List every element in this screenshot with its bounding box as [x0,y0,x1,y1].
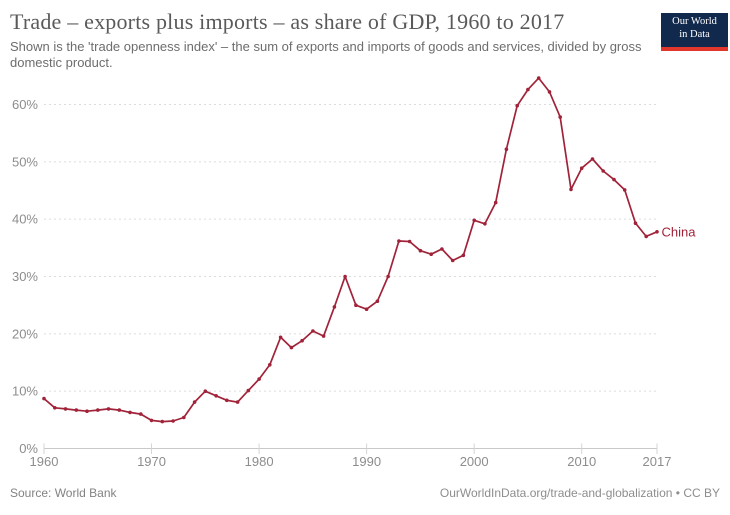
data-point-marker[interactable] [192,400,197,404]
y-tick-label: 30% [12,269,38,284]
data-point-marker[interactable] [429,252,434,256]
y-tick-label: 50% [12,154,38,169]
logo-line-2: in Data [679,28,710,40]
x-tick-label: 2000 [460,454,489,469]
y-tick-label: 0% [19,441,38,456]
data-point-marker[interactable] [612,177,616,182]
data-point-marker[interactable] [300,338,304,343]
data-point-marker[interactable] [364,307,369,312]
data-point-marker[interactable] [569,187,573,192]
data-point-marker[interactable] [160,419,165,424]
data-point-marker[interactable] [311,329,315,333]
owid-logo[interactable]: Our World in Data [661,13,728,51]
data-point-marker[interactable] [386,274,390,279]
data-point-marker[interactable] [85,409,89,414]
x-tick-label: 1970 [137,454,166,469]
data-point-marker[interactable] [246,388,251,393]
data-point-marker[interactable] [633,221,638,225]
data-point-marker[interactable] [644,234,648,239]
data-point-marker[interactable] [257,377,261,381]
data-point-marker[interactable] [139,412,143,416]
data-point-marker[interactable] [214,394,218,398]
chart-subtitle: Shown is the 'trade openness index' – th… [10,39,642,70]
data-point-marker[interactable] [96,408,100,412]
data-point-marker[interactable] [42,396,46,401]
data-point-marker[interactable] [558,115,562,119]
data-point-marker[interactable] [526,87,530,92]
data-point-marker[interactable] [440,247,444,251]
data-point-marker[interactable] [622,188,627,192]
series-line[interactable] [43,77,658,423]
data-point-marker[interactable] [63,407,68,411]
data-point-marker[interactable] [461,253,466,258]
logo-line-1: Our World [672,16,717,27]
data-point-marker[interactable] [171,419,175,423]
data-point-marker[interactable] [182,415,186,420]
y-tick-label: 60% [12,97,38,112]
source-note: Source: World Bank [10,486,117,500]
data-point-marker[interactable] [332,305,337,309]
data-point-marker[interactable] [74,408,79,412]
data-point-marker[interactable] [397,239,401,243]
data-point-marker[interactable] [225,398,229,403]
data-point-marker[interactable] [590,157,595,161]
data-point-marker[interactable] [149,418,154,423]
data-point-marker[interactable] [655,230,659,234]
data-point-marker[interactable] [375,299,380,304]
data-point-marker[interactable] [321,334,326,338]
data-point-marker[interactable] [128,410,132,415]
x-tick-label: 2017 [643,454,672,469]
attribution-note: OurWorldInData.org/trade-and-globalizati… [439,486,720,500]
series-china[interactable]: China [42,76,697,424]
gridlines [44,104,657,449]
data-point-marker[interactable] [483,222,487,226]
x-tick-label: 1990 [352,454,381,469]
chart-footer: Source: World Bank OurWorldInData.org/tr… [10,486,720,500]
x-tick-label: 1960 [30,454,59,469]
x-axis-labels: 1960 1970 1980 1990 2000 2010 2017 [30,443,672,469]
data-point-marker[interactable] [407,239,412,244]
data-point-marker[interactable] [117,408,122,412]
y-tick-label: 10% [12,384,38,399]
data-point-marker[interactable] [504,147,509,151]
series-entity-label[interactable]: China [662,224,697,239]
data-point-marker[interactable] [354,303,358,308]
data-point-marker[interactable] [547,90,552,94]
data-point-marker[interactable] [493,200,498,205]
data-point-marker[interactable] [203,389,208,394]
y-axis-labels: 0% 10% 20% 30% 40% 50% 60% [12,97,38,456]
y-tick-label: 20% [12,326,38,341]
chart-title: Trade – exports plus imports – as share … [10,9,565,34]
data-point-marker[interactable] [235,400,240,404]
data-point-marker[interactable] [579,166,584,170]
data-point-marker[interactable] [450,258,455,263]
data-point-marker[interactable] [536,76,541,80]
data-point-marker[interactable] [106,407,111,411]
x-tick-label: 2010 [567,454,596,469]
data-point-marker[interactable] [53,406,57,410]
data-point-marker[interactable] [278,335,283,340]
data-point-marker[interactable] [343,274,347,279]
data-point-marker[interactable] [268,363,272,367]
chart-header: Trade – exports plus imports – as share … [10,8,650,70]
data-point-marker[interactable] [472,218,477,223]
data-point-marker[interactable] [601,169,605,173]
y-tick-label: 40% [12,212,38,227]
data-point-marker[interactable] [515,103,519,108]
data-point-marker[interactable] [418,248,423,253]
x-tick-label: 1980 [245,454,274,469]
data-point-marker[interactable] [289,345,294,350]
